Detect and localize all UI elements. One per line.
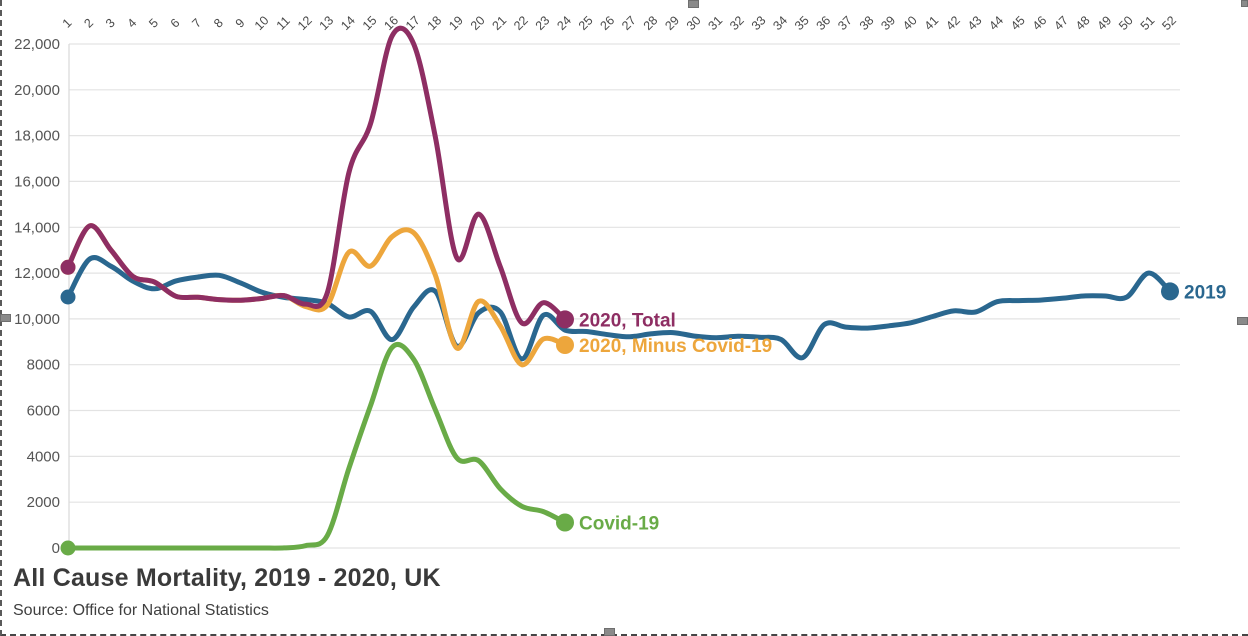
- series-line-covid-19: [65, 342, 568, 551]
- y-tick-label: 10,000: [14, 311, 60, 328]
- x-tick-label: 51: [1138, 13, 1158, 33]
- x-tick-label: 47: [1051, 13, 1071, 33]
- x-tick-label: 13: [317, 13, 337, 33]
- series-line-2020-minus-covid-19: [65, 223, 568, 368]
- series-start-dot-2020-total: [60, 259, 76, 275]
- y-tick-label: 14,000: [14, 219, 60, 236]
- x-tick-label: 30: [684, 13, 704, 33]
- x-tick-label: 50: [1116, 13, 1136, 33]
- chart-title: All Cause Mortality, 2019 - 2020, UK: [13, 564, 441, 592]
- x-tick-label: 52: [1159, 13, 1179, 33]
- y-tick-label: 0: [52, 540, 60, 557]
- x-tick-label: 34: [770, 13, 790, 33]
- x-tick-label: 45: [1008, 13, 1028, 33]
- x-tick-label: 23: [533, 13, 553, 33]
- y-tick-label: 16,000: [14, 173, 60, 190]
- x-tick-label: 11: [274, 14, 293, 33]
- x-tick-label: 36: [814, 13, 834, 33]
- series-line-2019: [65, 255, 1173, 362]
- series-label-covid-19: Covid-19: [579, 514, 659, 535]
- x-tick-label: 22: [511, 13, 531, 33]
- y-tick-label: 22,000: [14, 36, 60, 53]
- series-line-2020-total: [65, 25, 568, 327]
- y-tick-label: 20,000: [14, 82, 60, 99]
- x-tick-label: 27: [619, 13, 639, 33]
- y-tick-label: 12,000: [14, 265, 60, 282]
- x-tick-label: 12: [295, 13, 315, 33]
- series-label-2019: 2019: [1184, 282, 1226, 303]
- series-start-dot-2019: [60, 289, 76, 305]
- series-end-dot-2019: [1161, 282, 1179, 301]
- x-tick-label: 20: [468, 13, 488, 33]
- x-tick-label: 29: [662, 13, 682, 33]
- x-tick-label: 1: [60, 16, 75, 31]
- x-tick-label: 25: [576, 13, 596, 33]
- series-end-dot-covid-19: [556, 513, 574, 532]
- x-tick-label: 37: [835, 13, 855, 33]
- x-tick-label: 10: [252, 13, 272, 33]
- x-tick-label: 33: [749, 13, 769, 33]
- x-tick-label: 40: [900, 13, 920, 33]
- chart-source: Source: Office for National Statistics: [13, 602, 269, 619]
- x-tick-label: 9: [233, 16, 248, 31]
- x-tick-label: 42: [943, 13, 963, 33]
- x-tick-label: 26: [598, 13, 618, 33]
- x-tick-label: 43: [965, 13, 985, 33]
- x-tick-label: 49: [1095, 13, 1115, 33]
- y-tick-label: 8000: [27, 357, 60, 374]
- series-end-dot-2020-total: [556, 310, 574, 329]
- y-tick-label: 2000: [27, 494, 60, 511]
- series-label-2020-total: 2020, Total: [579, 310, 676, 331]
- x-tick-label: 35: [792, 13, 812, 33]
- series-label-2020-minus-covid-19: 2020, Minus Covid-19: [579, 336, 772, 357]
- x-tick-label: 44: [986, 13, 1006, 33]
- x-tick-label: 8: [211, 16, 226, 31]
- x-tick-label: 39: [878, 13, 898, 33]
- x-tick-label: 48: [1073, 13, 1093, 33]
- x-tick-label: 38: [857, 13, 877, 33]
- chart-title-block: All Cause Mortality, 2019 - 2020, UK Sou…: [13, 564, 441, 620]
- x-tick-label: 41: [922, 13, 942, 33]
- x-tick-label: 5: [146, 16, 161, 31]
- series-end-dot-2020-minus-covid-19: [556, 336, 574, 354]
- series-start-dot-covid-19: [60, 540, 76, 556]
- x-tick-label: 32: [727, 13, 747, 33]
- y-tick-label: 18,000: [14, 128, 60, 145]
- x-tick-label: 2: [81, 16, 96, 31]
- x-tick-label: 31: [706, 13, 726, 33]
- x-tick-label: 15: [360, 13, 380, 33]
- x-tick-label: 24: [554, 13, 574, 33]
- x-tick-label: 6: [168, 16, 183, 31]
- y-tick-label: 4000: [27, 448, 60, 465]
- x-tick-label: 46: [1030, 13, 1050, 33]
- x-tick-label: 7: [189, 16, 204, 31]
- x-tick-label: 19: [446, 13, 466, 33]
- x-tick-label: 3: [103, 16, 118, 31]
- x-tick-label: 4: [125, 16, 140, 31]
- y-tick-label: 6000: [27, 403, 60, 420]
- x-tick-label: 21: [490, 13, 510, 33]
- x-tick-label: 18: [425, 13, 445, 33]
- x-tick-label: 14: [338, 13, 358, 33]
- x-tick-label: 28: [641, 13, 661, 33]
